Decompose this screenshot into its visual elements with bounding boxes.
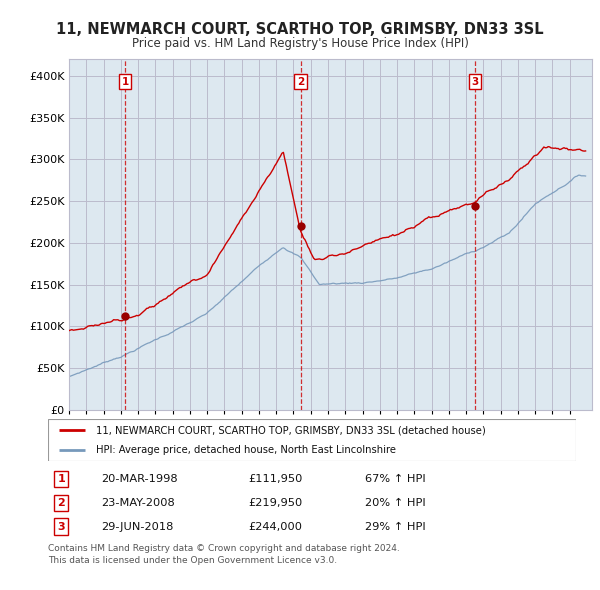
- Text: 20% ↑ HPI: 20% ↑ HPI: [365, 498, 425, 508]
- Text: 11, NEWMARCH COURT, SCARTHO TOP, GRIMSBY, DN33 3SL: 11, NEWMARCH COURT, SCARTHO TOP, GRIMSBY…: [56, 22, 544, 37]
- Text: £244,000: £244,000: [248, 522, 302, 532]
- Text: 2: 2: [297, 77, 304, 87]
- Text: Contains HM Land Registry data © Crown copyright and database right 2024.
This d: Contains HM Land Registry data © Crown c…: [48, 544, 400, 565]
- Text: £111,950: £111,950: [248, 474, 303, 484]
- Text: 3: 3: [58, 522, 65, 532]
- Text: 29-JUN-2018: 29-JUN-2018: [101, 522, 173, 532]
- Text: 20-MAR-1998: 20-MAR-1998: [101, 474, 178, 484]
- Text: 3: 3: [471, 77, 478, 87]
- Text: £219,950: £219,950: [248, 498, 303, 508]
- Text: HPI: Average price, detached house, North East Lincolnshire: HPI: Average price, detached house, Nort…: [95, 445, 395, 455]
- Text: 67% ↑ HPI: 67% ↑ HPI: [365, 474, 425, 484]
- Text: Price paid vs. HM Land Registry's House Price Index (HPI): Price paid vs. HM Land Registry's House …: [131, 37, 469, 50]
- Text: 11, NEWMARCH COURT, SCARTHO TOP, GRIMSBY, DN33 3SL (detached house): 11, NEWMARCH COURT, SCARTHO TOP, GRIMSBY…: [95, 425, 485, 435]
- Text: 2: 2: [58, 498, 65, 508]
- Text: 29% ↑ HPI: 29% ↑ HPI: [365, 522, 425, 532]
- Text: 23-MAY-2008: 23-MAY-2008: [101, 498, 175, 508]
- Text: 1: 1: [58, 474, 65, 484]
- Text: 1: 1: [121, 77, 129, 87]
